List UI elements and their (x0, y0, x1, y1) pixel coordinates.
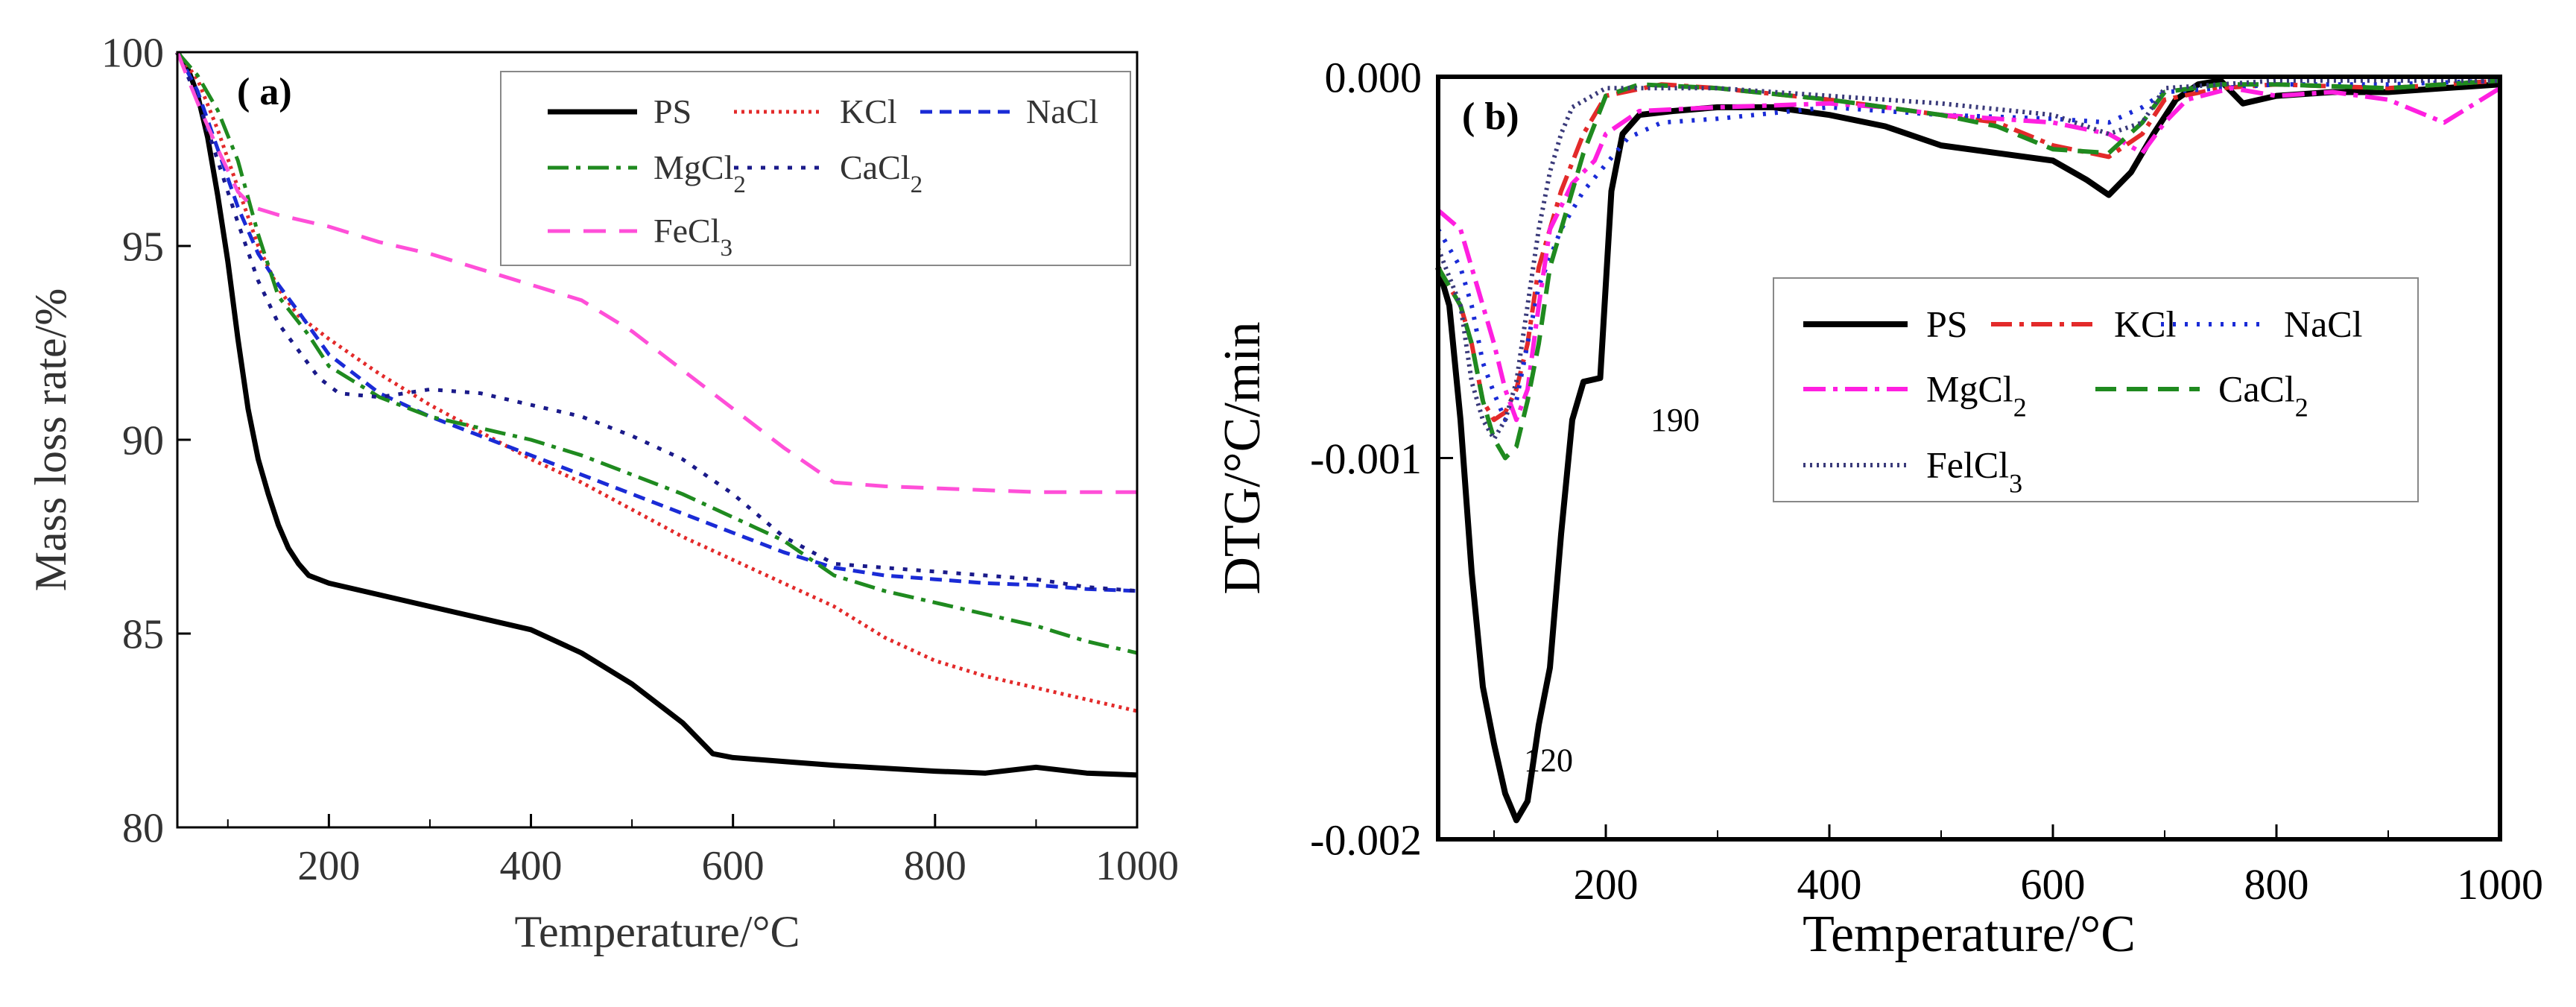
b-legend-label-mgcl2: MgCl2 (1926, 368, 2027, 423)
a-x-tick-label: 600 (702, 843, 765, 889)
a-series-line-mgcl2 (176, 51, 1138, 655)
panel-a-label: ( a) (237, 71, 292, 113)
a-series-line-cacl2 (175, 51, 1138, 593)
b-x-tick-label: 200 (1574, 860, 1639, 909)
a-legend-label-mgcl2: MgCl2 (654, 148, 746, 198)
b-x-tick-label: 400 (1797, 860, 1862, 909)
a-x-tick-label: 400 (500, 843, 563, 889)
a-legend-label-ps: PS (654, 92, 692, 130)
panel-b-legend: PS KCl NaCl MgCl2 CaCl2 FelCl3 (1773, 277, 2419, 502)
b-y-tick-label: -0.001 (1310, 435, 1422, 483)
panel-a-ticks: 200 400 600 800 1000 80 85 90 95 100 (101, 31, 1179, 889)
panel-b-chart: 200 400 600 800 1000 -0.002 -0.001 0.000 ( b) T… (1214, 53, 2543, 963)
panel-a-series-layer (175, 51, 1138, 778)
panel-b-ticks: 200 400 600 800 1000 -0.002 -0.001 0.000 (1310, 53, 2543, 909)
a-y-tick-label: 90 (122, 418, 164, 464)
a-x-tick-label: 200 (297, 843, 360, 889)
a-y-tick-label: 80 (122, 806, 164, 852)
panel-a-chart: 200 400 600 800 1000 80 85 90 95 100 ( a) Tempera… (26, 31, 1179, 956)
b-legend-label-nacl: NaCl (2284, 303, 2363, 345)
b-series-line-cacl2 (1436, 78, 2501, 461)
b-legend-label-felcl3: FelCl3 (1926, 444, 2022, 499)
a-series-line-ps (175, 51, 1138, 778)
panel-a-legend: PS KCl NaCl MgCl2 CaCl2 FeCl3 (500, 71, 1131, 266)
b-x-tick-label: 800 (2244, 860, 2309, 909)
panel-b-label: ( b) (1462, 95, 1519, 138)
a-x-tick-label: 1000 (1095, 843, 1179, 889)
panel-b-series-layer (1435, 78, 2501, 824)
b-legend-label-kcl: KCl (2114, 303, 2176, 345)
panel-a-x-axis-label: Temperature/°C (515, 907, 800, 956)
panel-b-y-axis-label: DTG/°C/min (1214, 321, 1271, 594)
a-legend-label-nacl: NaCl (1026, 92, 1098, 130)
a-y-tick-label: 85 (122, 612, 164, 658)
a-y-tick-label: 95 (122, 224, 164, 271)
b-annotation-120: 120 (1524, 742, 1573, 778)
b-x-tick-label: 600 (2021, 860, 2086, 909)
b-legend-label-cacl2: CaCl2 (2218, 368, 2308, 423)
a-series-line-fecl3 (175, 51, 1137, 494)
b-series-line-ps (1435, 78, 2501, 824)
b-series-line-mgcl2 (1437, 86, 2501, 423)
a-legend-label-cacl2: CaCl2 (840, 148, 923, 198)
b-legend-label-ps: PS (1926, 303, 1968, 345)
a-legend-label-fecl3: FeCl3 (654, 212, 732, 262)
b-y-tick-label: -0.002 (1310, 815, 1422, 864)
b-annotation-190: 190 (1651, 402, 1700, 438)
a-x-tick-label: 800 (904, 843, 966, 889)
panel-b-annotations: 120 190 (1524, 402, 1700, 779)
panel-b-x-axis-label: Temperature/°C (1803, 906, 2136, 963)
panel-a-y-axis-label: Mass loss rate/% (26, 288, 75, 592)
b-y-tick-label: 0.000 (1325, 53, 1423, 101)
a-legend-label-kcl: KCl (840, 92, 897, 130)
b-series-line-nacl (1436, 78, 2501, 423)
b-x-tick-label: 1000 (2457, 860, 2543, 909)
a-y-tick-label: 100 (101, 31, 164, 77)
